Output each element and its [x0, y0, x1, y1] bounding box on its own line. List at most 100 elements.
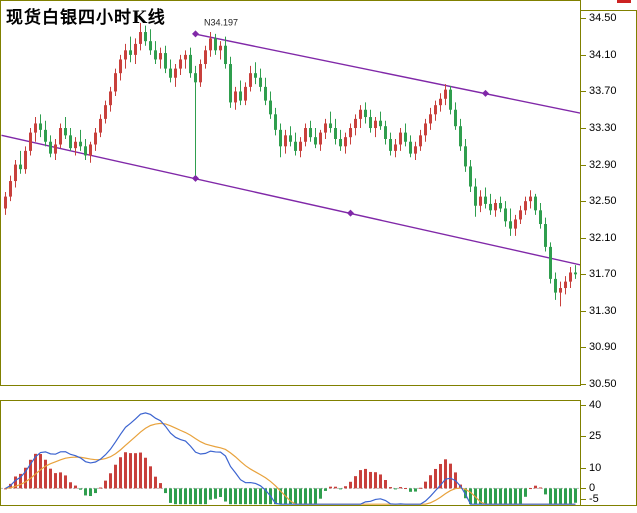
macd-bar: [199, 488, 202, 505]
macd-bar: [574, 488, 577, 503]
macd-bar: [259, 488, 262, 505]
macd-bar: [444, 459, 447, 489]
macd-bar: [169, 488, 172, 503]
candle-body: [69, 135, 72, 149]
candle-body: [329, 123, 332, 129]
candle-body: [389, 139, 392, 151]
candle-body: [574, 272, 577, 275]
candle-body: [454, 109, 457, 127]
candle-body: [39, 123, 42, 130]
macd-bar: [149, 466, 152, 489]
candle-body: [434, 105, 437, 115]
macd-bar: [399, 487, 402, 489]
macd-bar: [139, 452, 142, 489]
candle-body: [569, 272, 572, 282]
candle-body: [124, 50, 127, 60]
macd-bar: [164, 488, 167, 494]
price-tick-mark: [581, 237, 586, 239]
macd-bar: [424, 481, 427, 489]
macd-bar: [544, 488, 547, 495]
candle-body: [474, 186, 477, 206]
macd-bar: [369, 471, 372, 489]
price-tick-label: 32.90: [589, 158, 617, 171]
candle-body: [64, 128, 67, 136]
candle-body: [494, 203, 497, 211]
candle-body: [84, 146, 87, 156]
indicator-tick-label: 10: [589, 461, 602, 474]
macd-bar: [494, 488, 497, 505]
candle-body: [284, 135, 287, 147]
candles: [4, 22, 577, 307]
price-tick-mark: [581, 91, 586, 93]
candle-body: [199, 64, 202, 83]
candle-body: [214, 38, 217, 51]
macd-bar: [124, 452, 127, 489]
axis-bottom-border: [581, 505, 637, 506]
macd-bar: [114, 464, 117, 489]
candle-body: [249, 73, 252, 87]
macd-bar: [239, 488, 242, 505]
macd-bar: [389, 487, 392, 489]
candle-body: [314, 137, 317, 145]
candle-body: [49, 141, 52, 154]
indicator-tick-mark: [581, 498, 586, 500]
candle-body: [529, 196, 532, 202]
candle-body: [479, 196, 482, 206]
macd-bar: [254, 488, 257, 505]
candle-body: [209, 38, 212, 51]
candle-body: [429, 114, 432, 124]
price-tick-label: 31.70: [589, 268, 617, 281]
candle-body: [424, 123, 427, 136]
macd-bar: [519, 488, 522, 505]
macd-bar: [549, 488, 552, 505]
candle-body: [334, 128, 337, 139]
price-tick-label: 31.30: [589, 304, 617, 317]
macd-bar: [484, 488, 487, 505]
candle-body: [419, 135, 422, 147]
candle-body: [499, 203, 502, 209]
macd-bar: [569, 488, 572, 505]
candle-body: [24, 150, 27, 170]
macd-bar: [104, 480, 107, 489]
macd-bar: [394, 488, 397, 490]
macd-bar: [134, 453, 137, 489]
macd-bar: [554, 488, 557, 505]
main-chart-panel: [0, 0, 581, 386]
macd-bar: [64, 475, 67, 489]
macd-bar: [509, 488, 512, 505]
candle-body: [349, 128, 352, 138]
candle-body: [34, 123, 37, 133]
macd-bar: [384, 479, 387, 489]
candle-body: [359, 109, 362, 119]
macd-bar: [329, 486, 332, 489]
dif-line: [5, 412, 576, 505]
candle-body: [449, 89, 452, 110]
macd-bar: [54, 473, 57, 489]
candle-body: [564, 281, 567, 289]
macd-bar: [129, 453, 132, 489]
candle-body: [469, 166, 472, 187]
macd-bar: [429, 475, 432, 489]
indicator-tick-mark: [581, 405, 586, 407]
macd-bar: [469, 488, 472, 505]
candle-body: [229, 64, 232, 103]
candle-body: [109, 91, 112, 106]
price-tick-mark: [581, 201, 586, 203]
candlestick-chart-canvas[interactable]: N34.197: [1, 11, 580, 395]
macd-bar: [324, 488, 327, 491]
candle-body: [299, 141, 302, 151]
price-tick-mark: [581, 128, 586, 130]
price-tick-mark: [581, 18, 586, 20]
macd-bar: [99, 487, 102, 489]
macd-bar: [39, 454, 42, 489]
macd-bar: [144, 457, 147, 489]
candle-body: [404, 132, 407, 142]
macd-bar: [154, 476, 157, 489]
macd-chart-canvas[interactable]: [1, 401, 580, 505]
price-tick-mark: [581, 164, 586, 166]
macd-bar: [294, 488, 297, 505]
candle-body: [304, 128, 307, 142]
candle-body: [119, 59, 122, 74]
macd-bar: [534, 485, 537, 489]
trendline-marker-diamond: [192, 174, 199, 182]
